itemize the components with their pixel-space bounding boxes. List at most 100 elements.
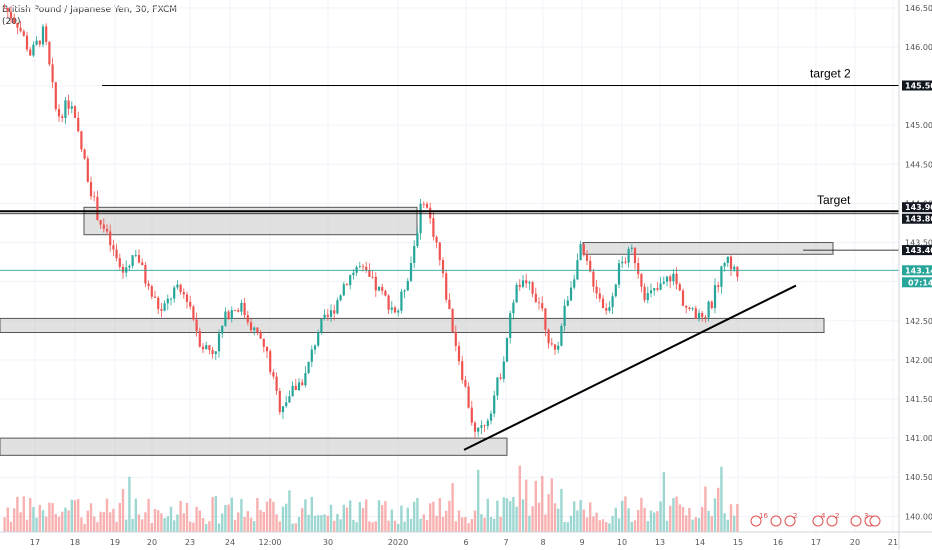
- volume-bar: [128, 476, 131, 532]
- zone-box[interactable]: [582, 242, 834, 255]
- event-markers[interactable]: 16 2 4 2 3: [750, 512, 881, 527]
- event-marker[interactable]: [869, 515, 881, 527]
- price-tag[interactable]: [902, 202, 932, 213]
- price-tag[interactable]: [902, 245, 932, 256]
- volume-bar: [189, 521, 192, 532]
- volume-bar: [121, 489, 125, 532]
- candle-body: [134, 255, 137, 256]
- candle-body: [262, 338, 265, 347]
- volume-bar: [41, 510, 45, 532]
- volume-bar: [614, 507, 617, 532]
- candle-body: [297, 382, 301, 391]
- candle-body: [25, 35, 29, 50]
- candle-body: [374, 276, 377, 291]
- candle-body: [640, 274, 643, 287]
- zone-box[interactable]: [0, 437, 508, 456]
- candle-body: [502, 361, 505, 379]
- candle-body: [473, 422, 477, 432]
- candle-body: [256, 327, 259, 333]
- candle-body: [560, 325, 563, 346]
- target-2-label[interactable]: target 2: [810, 67, 851, 81]
- candle-body: [592, 271, 595, 287]
- price-tick-label: 142.500: [905, 317, 932, 326]
- candle-body: [192, 306, 195, 320]
- candle-body: [61, 116, 64, 119]
- volume-bar: [163, 518, 166, 532]
- volume-bar: [22, 496, 25, 532]
- symbol-title: British Pound / Japanese Yen, 30, FXCM: [2, 5, 178, 15]
- event-count-label: 2: [835, 512, 839, 520]
- candle-body: [121, 266, 125, 273]
- price-tick-label: 140.000: [905, 512, 932, 521]
- event-marker[interactable]: [750, 515, 762, 527]
- candle-body: [147, 283, 150, 287]
- volume-bar: [637, 510, 640, 532]
- volume-bar: [473, 510, 477, 532]
- candle-body: [697, 312, 701, 319]
- price-tag[interactable]: [902, 265, 932, 276]
- volume-bar: [425, 520, 429, 532]
- volume-bar: [285, 503, 288, 532]
- volume-bar: [45, 516, 48, 532]
- candle-body: [166, 298, 169, 304]
- volume-bar: [576, 510, 579, 532]
- event-marker[interactable]: [812, 515, 824, 527]
- candle-body: [461, 361, 464, 381]
- volume-bar: [512, 496, 515, 532]
- event-marker[interactable]: [770, 515, 782, 527]
- volume-bar: [230, 497, 233, 532]
- volume-bar: [707, 510, 710, 532]
- price-axis[interactable]: 140.000 140.500 141.000 141.500 142.000 142.5…: [898, 0, 932, 550]
- candle-body: [201, 346, 205, 350]
- price-tick-label: 143.500: [905, 239, 932, 248]
- volume-bar: [534, 480, 537, 532]
- volume-bar: [406, 507, 409, 532]
- candle-body: [633, 247, 637, 264]
- volume-bar: [173, 520, 176, 532]
- time-axis[interactable]: 17 18 19 20 23 24 12:00 30 2020 6 7 8 9 10 13 14 15 16 17 2…: [0, 531, 932, 547]
- target-label[interactable]: Target: [817, 193, 851, 207]
- candle-body: [89, 181, 93, 197]
- time-tick-label: 8: [540, 538, 545, 547]
- candle-body: [534, 293, 537, 303]
- trendline[interactable]: [463, 284, 797, 451]
- candle-body: [80, 131, 83, 150]
- price-tag[interactable]: [902, 80, 932, 91]
- candle-body: [13, 18, 16, 24]
- candle-body: [221, 325, 224, 334]
- price-level-lines[interactable]: [0, 85, 899, 271]
- candle-body: [691, 308, 694, 310]
- volume-bar: [432, 501, 435, 532]
- price-tag[interactable]: [902, 213, 932, 224]
- volume-bar: [509, 501, 512, 532]
- volume-bar: [89, 503, 93, 532]
- volume-bar: [723, 513, 726, 532]
- volume-bar: [313, 515, 317, 532]
- event-count-label: 3: [864, 512, 868, 520]
- event-marker[interactable]: [784, 515, 796, 527]
- candle-body: [131, 255, 134, 266]
- time-tick-label: 7: [503, 538, 508, 547]
- ascending-trendline[interactable]: [463, 284, 797, 451]
- event-marker[interactable]: [850, 515, 862, 527]
- volume-bar: [339, 519, 342, 532]
- zone-box[interactable]: [0, 317, 825, 333]
- candle-body: [150, 286, 153, 297]
- volume-bar: [259, 510, 262, 532]
- volume-bar: [221, 513, 224, 532]
- event-marker[interactable]: [826, 515, 838, 527]
- candle-body: [409, 262, 413, 281]
- volume-bar: [3, 517, 6, 532]
- volume-bar: [560, 488, 563, 532]
- candle-body: [265, 346, 269, 352]
- candle-body: [141, 262, 144, 265]
- volume-bar: [541, 476, 544, 532]
- volume-bar: [169, 506, 173, 532]
- volume-bar: [67, 510, 70, 532]
- volume-bar: [256, 498, 259, 532]
- annotations[interactable]: target 2 Target: [810, 67, 851, 208]
- volume-bar: [227, 504, 230, 532]
- volume-bar: [691, 519, 694, 532]
- candle-body: [288, 396, 291, 403]
